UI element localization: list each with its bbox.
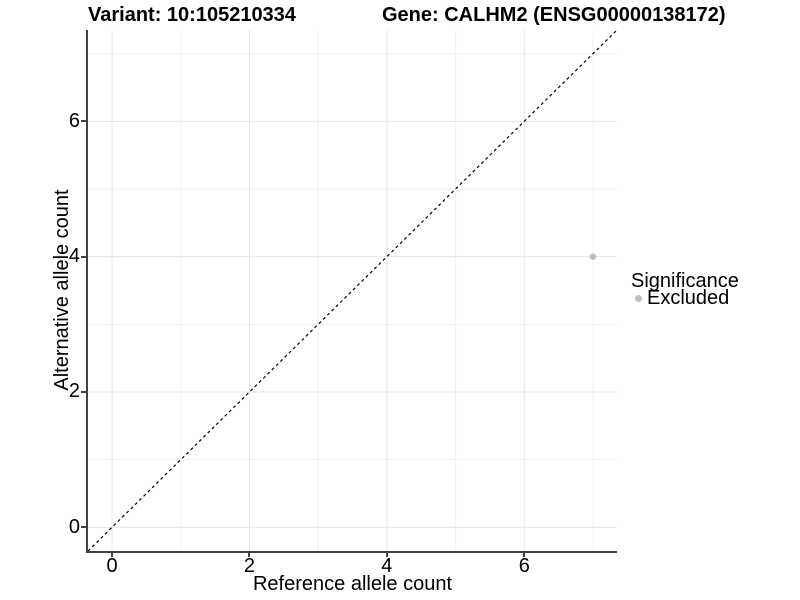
x-axis-line	[86, 551, 617, 553]
identity-dashed-line	[88, 30, 617, 551]
y-tick-mark	[81, 390, 87, 393]
y-tick-mark	[81, 120, 87, 123]
y-axis-line	[86, 30, 88, 553]
y-tick-mark	[81, 526, 87, 529]
y-axis-title-text: Alternative allele count	[51, 189, 73, 391]
y-tick-label: 0	[68, 515, 80, 538]
legend-entry-label: Excluded	[647, 287, 730, 309]
plot-title-variant: Variant: 10:105210334	[88, 4, 296, 26]
scatter-plot-svg	[88, 30, 617, 551]
y-tick-label: 6	[68, 109, 80, 132]
plot-panel	[88, 30, 617, 551]
y-tick-label: 4	[68, 245, 80, 268]
x-tick-mark	[248, 551, 251, 557]
plot-title-gene: Gene: CALHM2 (ENSG00000138172)	[382, 4, 726, 26]
x-tick-label: 2	[243, 555, 255, 577]
x-tick-label: 6	[518, 555, 530, 577]
x-tick-label: 4	[381, 555, 393, 577]
legend: Significance Excluded	[631, 0, 800, 600]
excluded-point-icon	[635, 295, 642, 302]
x-tick-label: 0	[106, 555, 118, 577]
x-tick-mark	[523, 551, 526, 557]
x-tick-mark	[385, 551, 388, 557]
y-tick-mark	[81, 255, 87, 258]
y-tick-label: 2	[68, 380, 80, 403]
legend-title: Significance	[631, 270, 739, 292]
x-tick-mark	[111, 551, 114, 557]
x-axis-title: Reference allele count	[252, 573, 452, 595]
data-point-excluded	[589, 253, 597, 260]
